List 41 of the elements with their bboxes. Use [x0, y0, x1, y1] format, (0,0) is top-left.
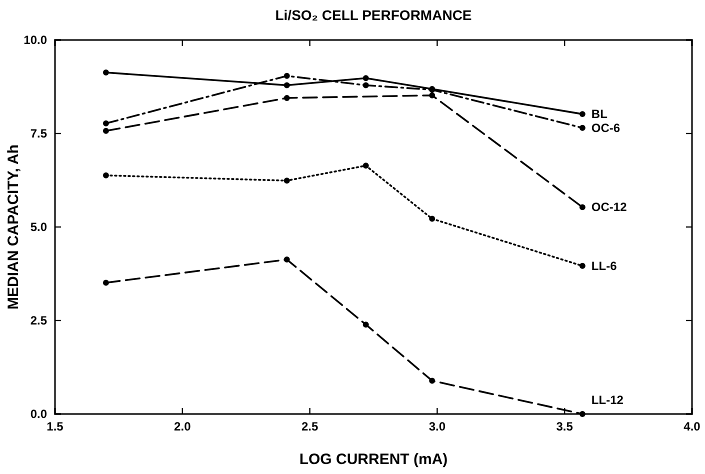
- x-tick-label: 3.5: [556, 420, 574, 434]
- y-tick-label: 2.5: [30, 313, 48, 328]
- point: [579, 262, 586, 269]
- point: [284, 178, 290, 184]
- point: [429, 216, 436, 222]
- point: [102, 172, 109, 178]
- y-tick-label: 5.0: [30, 220, 48, 234]
- point: [429, 378, 436, 384]
- y-tick-label: 10.0: [24, 32, 48, 47]
- x-tick-label: 1.5: [46, 420, 64, 434]
- x-tick-label: 2.0: [174, 420, 192, 434]
- series-label: LL-6: [591, 258, 618, 273]
- chart-title: Li/SO₂ CELL PERFORMANCE: [275, 7, 472, 23]
- point: [284, 82, 290, 88]
- point: [284, 94, 290, 101]
- point: [102, 280, 109, 286]
- series-label: LL-12: [591, 393, 624, 407]
- point: [362, 75, 369, 82]
- point: [579, 111, 586, 118]
- x-tick-label: 4.0: [684, 420, 701, 434]
- point: [579, 124, 586, 131]
- point: [362, 322, 369, 328]
- x-tick-label: 2.5: [301, 420, 318, 434]
- point: [362, 162, 369, 169]
- point: [579, 411, 586, 417]
- series-label: OC-12: [591, 200, 628, 214]
- point: [579, 204, 586, 210]
- x-tick-label: 3.0: [428, 420, 446, 434]
- point: [362, 82, 369, 88]
- x-axis-title: LOG CURRENT (mA): [299, 451, 448, 468]
- point: [284, 72, 290, 79]
- y-tick-label: 7.5: [30, 126, 48, 140]
- y-tick-label: 0.0: [30, 406, 48, 421]
- point: [284, 256, 290, 263]
- series-label: BL: [591, 107, 608, 122]
- point: [429, 92, 436, 98]
- series-label: OC-6: [591, 120, 620, 135]
- point: [102, 128, 109, 134]
- y-axis-title: MEDIAN CAPACITY, Ah: [5, 144, 22, 310]
- point: [102, 120, 109, 126]
- point: [102, 70, 109, 76]
